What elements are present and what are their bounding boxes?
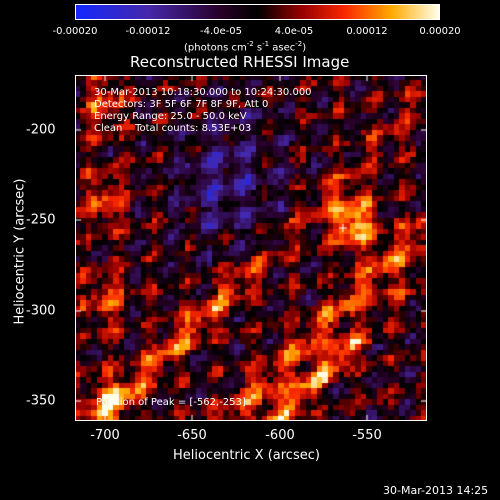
colorbar: [75, 4, 440, 20]
y-tick: -350: [26, 393, 56, 409]
time-range-label: 30-Mar-2013 10:18:30.000 to 10:24:30.000: [94, 87, 312, 98]
x-tick: -550: [352, 428, 382, 443]
energy-range-label: Energy Range: 25.0 - 50.0 keV: [94, 111, 247, 122]
colorbar-tick: 0.00012: [346, 26, 388, 37]
y-tick: -300: [26, 303, 56, 319]
x-axis-label: Heliocentric X (arcsec): [173, 448, 320, 463]
colorbar-tick: 4.0e-05: [274, 26, 314, 37]
colorbar-units: (photons cm-2 s-1 asec-2): [184, 40, 307, 54]
image-title: Reconstructed RHESSI Image: [130, 53, 350, 71]
x-tick: -600: [265, 428, 295, 443]
rhessi-image: [75, 75, 427, 421]
clean-counts-label: Clean Total counts: 8.53E+03: [94, 123, 252, 134]
detectors-label: Detectors: 3F 5F 6F 7F 8F 9F, Att 0: [94, 99, 269, 110]
y-tick: -250: [26, 212, 56, 228]
y-tick: -200: [26, 122, 56, 138]
colorbar-tick: 0.00020: [419, 26, 461, 37]
colorbar-tick: -0.00020: [52, 26, 98, 37]
y-axis-label: Heliocentric Y (arcsec): [12, 178, 28, 325]
peak-position-label: Position of Peak = [-562,-253]: [96, 397, 246, 408]
x-tick: -700: [90, 428, 120, 443]
timestamp: 30-Mar-2013 14:25: [383, 484, 489, 497]
x-tick: -650: [177, 428, 207, 443]
colorbar-tick: -4.0e-05: [200, 26, 242, 37]
colorbar-tick: -0.00012: [125, 26, 171, 37]
